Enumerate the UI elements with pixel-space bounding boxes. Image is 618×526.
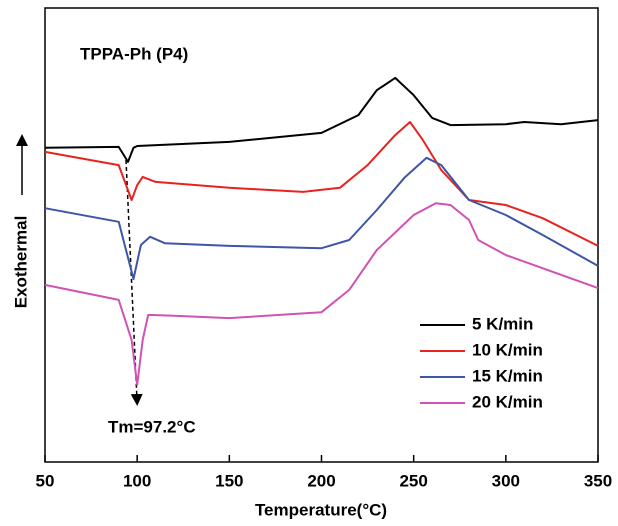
legend-label: 5 K/min — [472, 314, 533, 333]
chart-title: TPPA-Ph (P4) — [80, 44, 188, 63]
legend-label: 10 K/min — [472, 340, 543, 359]
x-tick-label: 100 — [123, 471, 151, 490]
x-tick-label: 250 — [399, 471, 427, 490]
x-axis-label: Temperature(°C) — [255, 500, 387, 519]
x-tick-label: 150 — [215, 471, 243, 490]
tm-dashed-line — [125, 159, 143, 406]
line-series — [44, 76, 599, 163]
legend-label: 20 K/min — [472, 392, 543, 411]
line-series — [44, 121, 599, 247]
x-tick-label: 50 — [36, 471, 55, 490]
y-axis-label: Exothermal — [11, 216, 30, 309]
x-tick-label: 200 — [307, 471, 335, 490]
x-tick-label: 350 — [584, 471, 612, 490]
line-series — [44, 202, 599, 386]
line-series — [44, 156, 599, 280]
annotation: Tm=97.2°C — [108, 417, 196, 436]
legend-label: 15 K/min — [472, 366, 543, 385]
x-tick-label: 300 — [492, 471, 520, 490]
